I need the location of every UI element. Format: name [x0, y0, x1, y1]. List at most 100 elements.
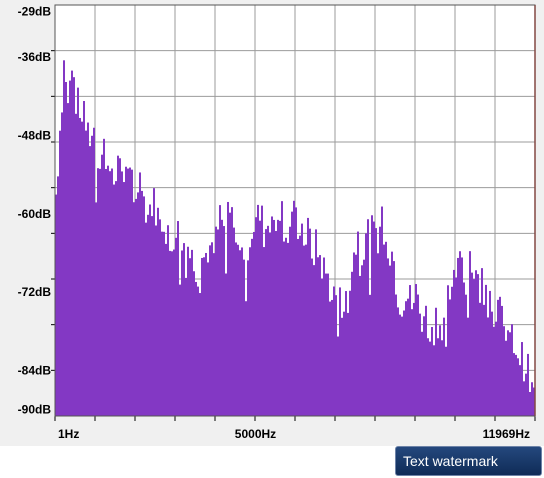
spectrum-bar — [113, 184, 115, 416]
spectrum-bar — [93, 127, 95, 416]
spectrum-bar — [357, 231, 359, 416]
spectrum-bar — [301, 223, 303, 416]
spectrum-bar — [419, 313, 421, 416]
spectrum-bar — [381, 206, 383, 416]
spectrum-bar — [379, 226, 381, 416]
spectrum-bar — [289, 226, 291, 416]
plot-border — [54, 4, 536, 417]
spectrum-bar — [337, 336, 339, 416]
spectrum-bar — [437, 338, 439, 416]
spectrum-bar — [251, 238, 253, 416]
spectrum-bar — [257, 204, 259, 416]
spectrum-bar — [513, 353, 515, 416]
spectrum-bar — [205, 252, 207, 416]
spectrum-bar — [103, 138, 105, 416]
spectrum-bar — [309, 228, 311, 416]
spectrum-bar — [99, 168, 101, 416]
spectrum-bar — [461, 257, 463, 416]
spectrum-bar — [133, 202, 135, 416]
spectrum-bar — [65, 82, 67, 416]
spectrum-bar — [67, 103, 69, 416]
spectrum-bar — [115, 181, 117, 416]
spectrum-bar — [471, 272, 473, 416]
spectrum-bar — [423, 316, 425, 416]
spectrum-bar — [507, 330, 509, 416]
spectrum-bar — [297, 238, 299, 416]
spectrum-bar — [167, 225, 169, 416]
spectrum-bar — [303, 245, 305, 416]
spectrum-bar — [347, 312, 349, 416]
spectrum-bar — [373, 221, 375, 416]
spectrum-bar — [433, 345, 435, 416]
spectrum-bar — [447, 285, 449, 416]
spectrum-bar — [235, 242, 237, 416]
spectrum-bar — [395, 294, 397, 416]
spectrum-bar — [201, 257, 203, 416]
spectrum-bar — [413, 302, 415, 416]
spectrum-bar — [125, 166, 127, 416]
spectrum-bar — [523, 381, 525, 416]
spectrum-bar — [465, 294, 467, 416]
spectrum-bar — [427, 338, 429, 416]
spectrum-bar — [177, 221, 179, 416]
spectrum-bar — [141, 190, 143, 416]
spectrum-bar — [161, 231, 163, 416]
spectrum-bar — [515, 354, 517, 416]
spectrum-bar — [451, 286, 453, 416]
spectrum-bar — [171, 251, 173, 416]
spectrum-bar — [231, 207, 233, 416]
spectrum-bar — [317, 257, 319, 416]
spectrum-bar — [263, 247, 265, 416]
spectrum-bar — [123, 182, 125, 416]
spectrum-bar — [327, 273, 329, 416]
spectrum-bar — [169, 250, 171, 416]
spectrum-bar — [277, 219, 279, 416]
spectrum-bar — [335, 295, 337, 416]
spectrum-bar — [117, 155, 119, 416]
spectrum-bar — [369, 294, 371, 416]
spectrum-bar — [249, 247, 251, 416]
spectrum-bar — [195, 281, 197, 416]
spectrum-bar — [225, 273, 227, 416]
spectrum-bar — [487, 317, 489, 416]
spectrum-bar — [147, 214, 149, 416]
spectrum-bar — [473, 279, 475, 416]
spectrum-bar — [325, 273, 327, 416]
spectrum-bar — [531, 382, 533, 416]
spectrum-bar — [255, 217, 257, 416]
spectrum-bar — [401, 316, 403, 416]
spectrum-bar — [329, 301, 331, 416]
spectrum-bar — [377, 253, 379, 416]
spectrum-bar — [493, 326, 495, 416]
spectrum-bar — [353, 252, 355, 416]
spectrum-bar — [241, 247, 243, 416]
spectrum-bar — [157, 207, 159, 416]
spectrum-bar — [293, 200, 295, 416]
spectrum-bar — [403, 310, 405, 416]
spectrum-bar — [529, 391, 531, 416]
spectrum-bar — [349, 290, 351, 416]
text-watermark-button[interactable]: Text watermark — [395, 446, 542, 476]
spectrum-bar — [475, 270, 477, 416]
spectrum-bar — [159, 219, 161, 416]
spectrum-bar — [415, 284, 417, 416]
spectrum-bar — [275, 231, 277, 416]
spectrum-bar — [143, 196, 145, 416]
spectrum-bar — [155, 225, 157, 416]
spectrum-bar — [197, 286, 199, 416]
spectrum-bar — [355, 254, 357, 416]
spectrum-bar — [509, 332, 511, 416]
spectrum-bar — [425, 305, 427, 416]
x-tick-label: 5000Hz — [235, 427, 276, 441]
spectrum-bar — [165, 243, 167, 416]
spectrum-bar — [239, 250, 241, 416]
spectrum-bar — [109, 171, 111, 416]
spectrum-bar — [483, 304, 485, 416]
spectrum-bar — [63, 60, 65, 416]
spectrum-bar — [229, 212, 231, 416]
spectrum-bar — [183, 243, 185, 416]
y-tick-label: -72dB — [18, 285, 52, 299]
spectrum-bar — [431, 327, 433, 416]
spectrum-bar — [149, 204, 151, 416]
spectrum-bar — [307, 217, 309, 416]
